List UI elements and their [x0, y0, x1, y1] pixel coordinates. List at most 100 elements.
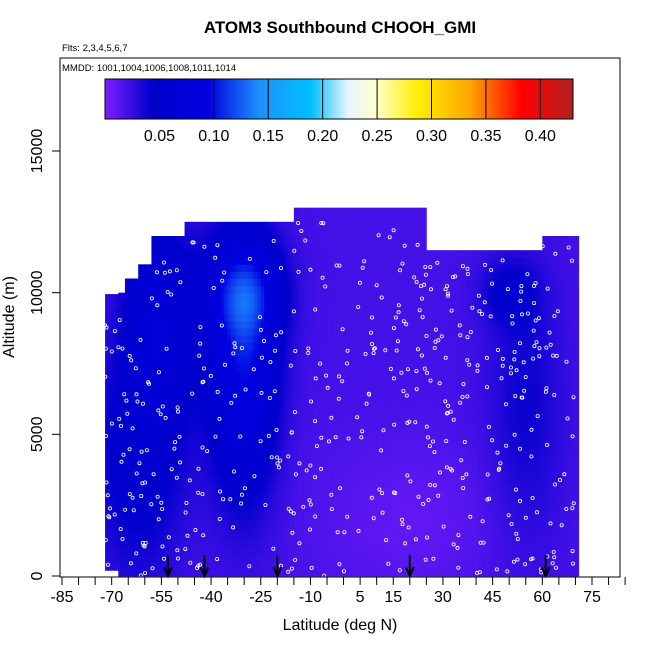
heatmap-cell-4235 [389, 448, 394, 456]
heatmap-cell-328 [131, 512, 136, 520]
heatmap-cell-11 [105, 485, 109, 493]
heatmap-cell-3704 [356, 526, 361, 534]
heatmap-cell-4492 [406, 469, 411, 478]
heatmap-cell-622 [151, 271, 156, 279]
heatmap-cell-2959 [307, 278, 311, 286]
heatmap-cell-2489 [277, 363, 282, 371]
heatmap-cell-720 [158, 257, 162, 265]
heatmap-cell-400 [134, 299, 139, 308]
heatmap-cell-1524 [214, 469, 219, 478]
heatmap-cell-3841 [363, 292, 368, 301]
heatmap-cell-2849 [300, 321, 305, 329]
heatmap-cell-1413 [207, 547, 212, 556]
heatmap-cell-2633 [287, 406, 291, 414]
heatmap-cell-3171 [320, 250, 325, 258]
heatmap-cell-1321 [201, 491, 205, 499]
heatmap-cell-4529 [406, 207, 411, 216]
heatmap-cell-381 [134, 434, 139, 442]
heatmap-cell-3347 [333, 476, 338, 485]
heatmap-cell-3139 [320, 476, 325, 485]
heatmap-cell-3271 [327, 278, 331, 286]
heatmap-cell-2102 [250, 271, 255, 279]
heatmap-cell-2296 [264, 313, 268, 322]
heatmap-cell-3574 [346, 342, 351, 350]
heatmap-cell-1148 [187, 299, 192, 308]
heatmap-cell-3233 [327, 547, 331, 556]
heatmap-cell-4272 [393, 554, 397, 563]
heatmap-cell-1721 [227, 491, 232, 499]
heatmap-cell-1335 [201, 391, 205, 400]
heatmap-cell-846 [168, 384, 172, 393]
heatmap-cell-3641 [350, 236, 354, 244]
heatmap-cell-3586 [346, 257, 351, 265]
heatmap-cell-2630 [287, 427, 291, 435]
heatmap-cell-2371 [270, 491, 275, 499]
heatmap-cell-3632 [350, 299, 354, 308]
heatmap-cell-3824 [363, 413, 368, 421]
heatmap-cell-1698 [224, 299, 229, 308]
heatmap-cell-78 [111, 563, 116, 571]
heatmap-cell-3783 [360, 335, 364, 343]
heatmap-cell-3127 [320, 561, 325, 570]
heatmap-cell-2468 [277, 512, 282, 520]
heatmap-cell-2039 [247, 363, 252, 371]
heatmap-cell-517 [144, 391, 149, 400]
heatmap-cell-1467 [211, 519, 215, 527]
heatmap-cell-4368 [396, 243, 401, 251]
heatmap-cell-1222 [194, 483, 199, 492]
heatmap-cell-137 [115, 421, 119, 430]
heatmap-cell-2987 [310, 448, 315, 456]
heatmap-cell-3062 [313, 285, 318, 294]
heatmap-cell-2954 [307, 313, 311, 322]
heatmap-cell-3940 [370, 328, 374, 336]
heatmap-cell-3775 [360, 391, 364, 400]
heatmap-cell-2538 [280, 370, 285, 379]
heatmap-cell-1092 [184, 342, 189, 350]
heatmap-cell-1196 [191, 313, 195, 322]
heatmap-cell-4939 [436, 491, 441, 499]
heatmap-cell-4727 [419, 278, 424, 286]
heatmap-cell-140 [115, 400, 119, 408]
heatmap-cell-1247 [194, 306, 199, 315]
heatmap-cell-944 [174, 370, 179, 379]
heatmap-cell-1688 [224, 370, 229, 379]
heatmap-cell-3602 [350, 512, 354, 520]
heatmap-cell-4698 [419, 483, 424, 492]
heatmap-cell-3070 [313, 228, 318, 237]
heatmap-cell-2559 [280, 221, 285, 230]
heatmap-cell-4223 [389, 533, 394, 541]
heatmap-cell-4535 [409, 533, 414, 541]
heatmap-cell-2722 [293, 483, 298, 492]
heatmap-cell-37 [105, 301, 109, 309]
heatmap-cell-1109 [184, 221, 189, 230]
heatmap-cell-2391 [270, 349, 275, 357]
heatmap-cell-4198 [386, 342, 391, 350]
heatmap-cell-2314 [267, 540, 272, 549]
heatmap-cell-311 [128, 335, 132, 343]
heatmap-cell-3634 [350, 285, 354, 294]
heatmap-cell-897 [171, 363, 176, 371]
heatmap-cell-425 [138, 420, 142, 428]
heatmap-cell-3709 [356, 491, 361, 499]
heatmap-cell-940 [174, 398, 179, 407]
heatmap-cell-799 [164, 377, 169, 386]
heatmap-cell-1977 [244, 448, 248, 456]
heatmap-cell-1750 [227, 285, 232, 294]
heatmap-cell-55 [108, 449, 113, 458]
heatmap-cell-2243 [260, 335, 265, 343]
heatmap-cell-280 [128, 554, 132, 563]
heatmap-cell-4377 [399, 547, 404, 556]
heatmap-cell-3021 [310, 207, 315, 216]
heatmap-cell-830 [168, 498, 172, 506]
heatmap-cell-4591 [413, 505, 417, 513]
heatmap-cell-4282 [393, 483, 397, 492]
heatmap-cell-4075 [380, 476, 384, 485]
heatmap-cell-240 [124, 540, 129, 549]
heatmap-cell-3225 [323, 236, 328, 244]
heatmap-cell-3773 [360, 406, 364, 414]
heatmap-cell-108 [111, 350, 116, 359]
heatmap-cell-3652 [353, 526, 358, 534]
heatmap-cell-1707 [224, 236, 229, 244]
heatmap-cell-850 [168, 356, 172, 364]
heatmap-cell-592 [151, 483, 156, 492]
